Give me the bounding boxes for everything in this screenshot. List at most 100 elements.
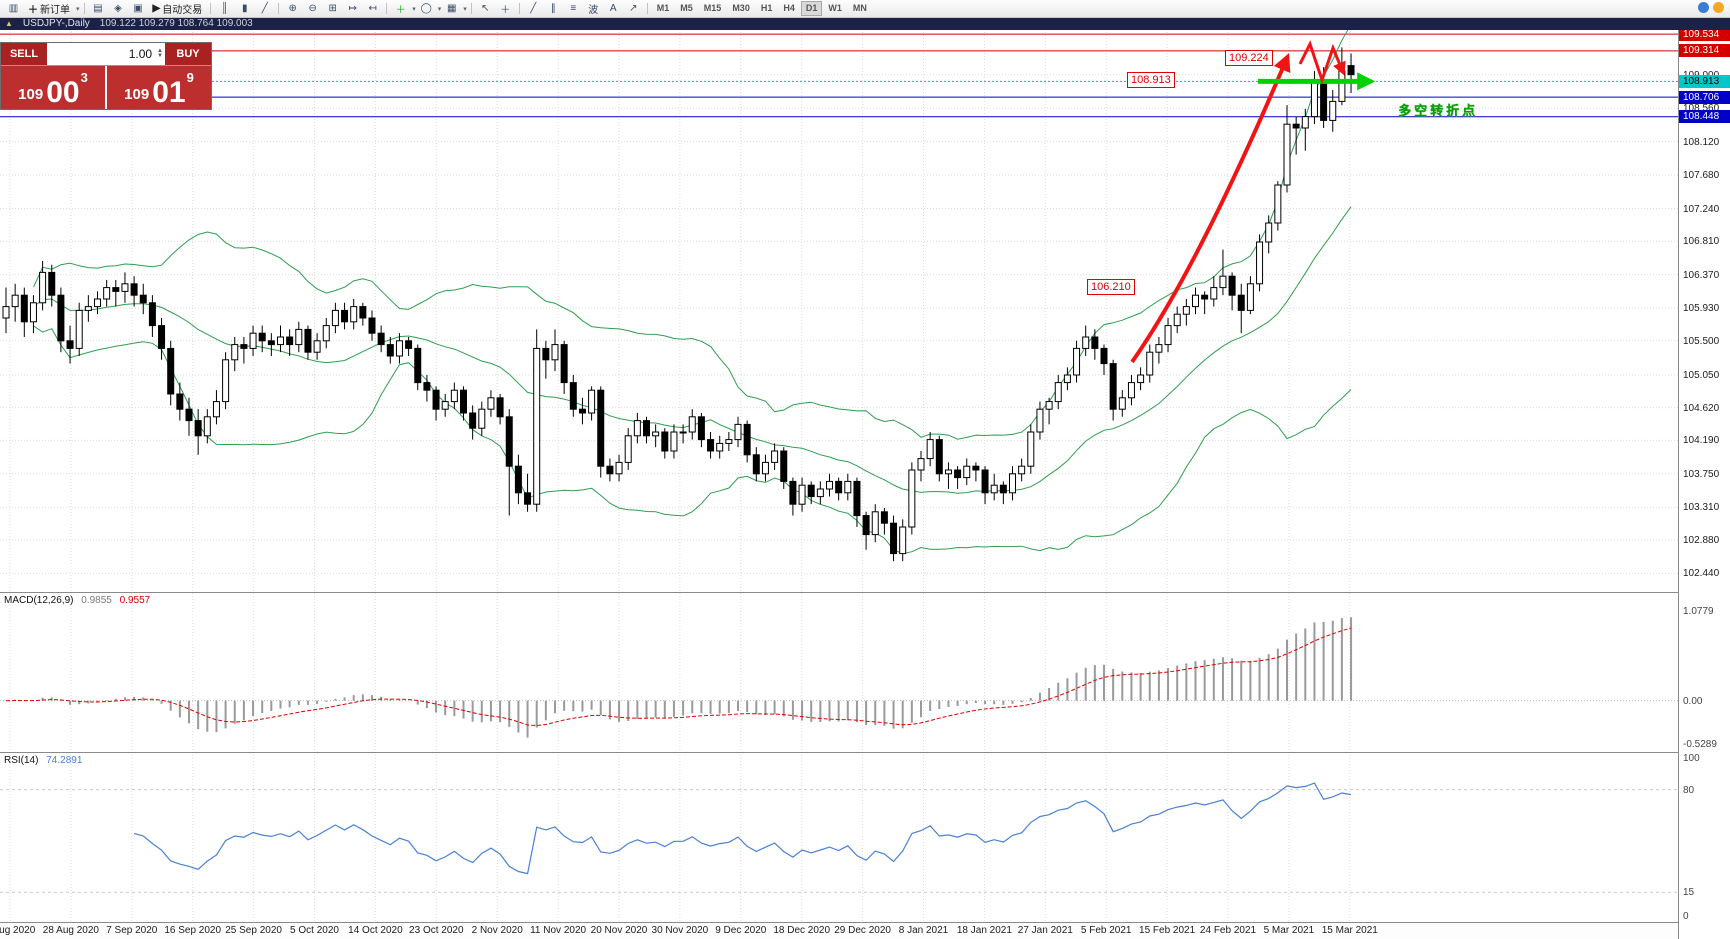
chart-shift-icon[interactable]: ↤ — [368, 3, 377, 14]
buy-price-display[interactable]: 109 01 9 — [107, 66, 211, 109]
timeframe-m5-button[interactable]: M5 — [680, 3, 693, 13]
candle-body — [1192, 294, 1199, 308]
date-label: 5 Feb 2021 — [1080, 925, 1132, 936]
zigzag-arrow[interactable] — [1298, 40, 1346, 85]
date-label: 9 Dec 2020 — [715, 925, 767, 936]
sell-button[interactable]: SELL — [1, 43, 47, 65]
main-price-plot[interactable] — [2, 23, 1355, 562]
candle-body — [203, 416, 211, 437]
auto-scroll-icon[interactable]: ↦ — [348, 3, 357, 14]
templates-icon[interactable]: ▦ — [447, 3, 457, 14]
trendline-icon[interactable]: ╱ — [530, 3, 537, 14]
wave-icon[interactable]: 波 — [588, 5, 599, 16]
volume-input[interactable] — [72, 46, 155, 62]
candle-body — [267, 340, 275, 346]
zoom-in-icon[interactable]: ⊕ — [288, 3, 297, 14]
navigator-icon[interactable]: ◈ — [114, 3, 122, 14]
candle-body — [734, 423, 742, 441]
cursor-icon[interactable]: ↖ — [481, 3, 490, 14]
candle-body — [1036, 408, 1044, 433]
timeframe-m15-button[interactable]: M15 — [703, 3, 722, 13]
candle-body — [414, 347, 422, 384]
new-chart-icon[interactable]: ▥ — [8, 3, 19, 14]
crosshair-icon[interactable]: ＋ — [500, 5, 511, 16]
terminal-icon[interactable]: ▣ — [133, 3, 143, 14]
periods-icon[interactable]: ◯ — [420, 3, 432, 14]
time-axis[interactable]: 9 Aug 2020 28 Aug 2020 7 Sep 2020 16 Sep 20… — [0, 922, 1678, 939]
timeframe-h4-button[interactable]: H4 — [783, 3, 795, 13]
macd-axis-tick: 0.00 — [1683, 695, 1703, 707]
candle-body — [231, 344, 239, 361]
rsi-line — [133, 782, 1352, 875]
candle-body — [1329, 100, 1337, 121]
candle-body — [130, 283, 138, 296]
candle-body — [1347, 65, 1355, 76]
buy-price-big-figure: 109 — [124, 86, 150, 103]
chevron-down-icon[interactable]: ▾ — [437, 5, 442, 13]
new-order-button[interactable]: ＋新订单 — [24, 1, 74, 16]
candle-body — [826, 480, 833, 490]
turning-point-note[interactable]: 多空转折点 — [1398, 103, 1479, 118]
profiles-icon[interactable]: ▤ — [93, 3, 103, 14]
chevron-down-icon[interactable]: ▾ — [463, 5, 467, 13]
indicators-icon[interactable]: ＋ — [395, 5, 406, 16]
sell-price-pips: 00 — [46, 75, 80, 109]
buy-button[interactable]: BUY — [165, 43, 211, 65]
candle-body — [322, 325, 330, 342]
candle-body — [798, 484, 806, 505]
line-chart-icon[interactable]: ╱ — [261, 3, 268, 14]
bar-chart-icon[interactable]: ║ — [221, 3, 229, 14]
price-label-108913[interactable]: 108.913 — [1127, 72, 1175, 88]
fibonacci-icon[interactable]: ≡ — [570, 3, 577, 14]
candle-body — [1301, 116, 1309, 129]
one-click-trading-panel: SELL ▲▼ BUY 109 00 3 109 01 9 — [0, 42, 212, 110]
tile-windows-icon[interactable]: ⊞ — [328, 3, 337, 14]
timeframe-w1-button[interactable]: W1 — [828, 3, 842, 13]
macd-signal-line — [5, 627, 1352, 727]
sell-price-display[interactable]: 109 00 3 — [1, 66, 105, 109]
candle-body — [935, 439, 943, 475]
timeframe-d1-button[interactable]: D1 — [800, 1, 823, 16]
arrows-icon[interactable]: ↗ — [629, 3, 638, 14]
timeframe-h1-button[interactable]: H1 — [760, 3, 773, 13]
candle-body — [688, 416, 696, 433]
date-label: 28 Aug 2020 — [42, 925, 99, 936]
text-icon[interactable]: A — [609, 3, 617, 14]
candle-body — [1091, 336, 1099, 349]
stepper-down-icon[interactable]: ▼ — [157, 53, 163, 59]
bullish-trend-arrow[interactable] — [1130, 53, 1291, 364]
candle-body — [1073, 347, 1081, 376]
price-tick: 107.680 — [1683, 170, 1720, 182]
date-label: 29 Dec 2020 — [834, 925, 891, 936]
candle-body — [597, 389, 605, 467]
volume-stepper[interactable]: ▲ ▼ — [157, 48, 163, 59]
price-tick: 107.240 — [1683, 203, 1720, 215]
candle-body — [771, 450, 779, 463]
price-tick: 104.190 — [1683, 435, 1720, 447]
price-axis[interactable]: 109.000108.560108.120107.680107.240106.8… — [1678, 17, 1730, 939]
timeframe-mn-button[interactable]: MN — [852, 3, 867, 13]
bollinger-middle-band — [33, 206, 1352, 494]
candle-body — [1310, 81, 1318, 118]
chevron-down-icon[interactable]: ▾ — [412, 5, 416, 13]
zoom-out-icon[interactable]: ⊖ — [308, 3, 317, 14]
chevron-down-icon[interactable]: ▾ — [76, 5, 80, 13]
price-label-106210[interactable]: 106.210 — [1087, 279, 1135, 295]
community-icon[interactable] — [1698, 2, 1709, 13]
candle-body — [835, 480, 843, 494]
date-label: 5 Mar 2021 — [1263, 925, 1315, 936]
stepper-up-icon[interactable]: ▲ — [157, 48, 163, 54]
price-tick: 105.500 — [1683, 335, 1720, 347]
candle-body — [1228, 275, 1236, 296]
channel-icon[interactable]: ∥ — [550, 3, 556, 14]
notification-icon[interactable] — [1713, 2, 1724, 13]
price-label-109224[interactable]: 109.224 — [1225, 50, 1273, 66]
candlestick-icon[interactable]: ▮ — [241, 3, 248, 14]
timeframe-m30-button[interactable]: M30 — [732, 3, 750, 13]
candle-body — [1173, 313, 1181, 327]
autotrading-button[interactable]: ▶ 自动交易 — [149, 1, 207, 16]
timeframe-m1-button[interactable]: M1 — [656, 3, 670, 13]
candle-body — [899, 526, 907, 555]
candle-body — [990, 484, 998, 494]
